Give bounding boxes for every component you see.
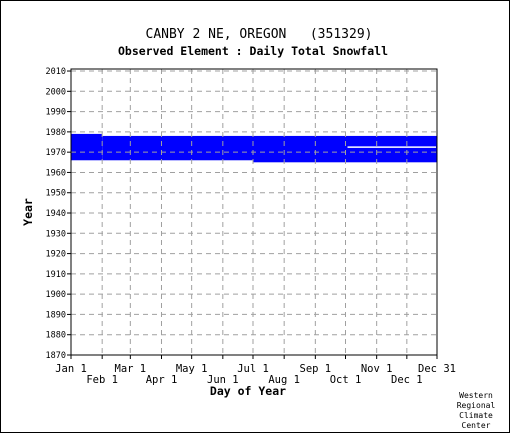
y-axis: 1870 1880 1890 1900 1910 1920 1930 1940 1950 1960… — [46, 67, 71, 361]
x-tick-label: Oct 1 — [330, 374, 362, 386]
coverage-block — [252, 135, 437, 163]
chart-title: CANBY 2 NE, OREGON (351329) — [146, 27, 373, 42]
grid-layer — [71, 69, 437, 355]
credit-line: Center — [462, 421, 491, 430]
coverage-block — [102, 135, 253, 161]
x-tick-label: Aug 1 — [268, 374, 300, 386]
x-tick-label: Feb 1 — [86, 374, 118, 386]
x-tick-label: Mar 1 — [115, 363, 147, 375]
credit-line: Regional — [457, 401, 496, 410]
y-tick-label: 2000 — [46, 87, 66, 97]
y-tick-label: 1910 — [46, 270, 66, 280]
coverage-layer — [71, 133, 437, 163]
x-tick-label: Jan 1 — [55, 363, 87, 375]
y-tick-label: 1900 — [46, 290, 66, 300]
x-tick-label: Dec 31 — [418, 363, 456, 375]
x-axis-label: Day of Year — [210, 384, 286, 398]
x-axis: Jan 1 Mar 1 May 1 Jul 1 Sep 1 Nov 1 Dec 31 Feb … — [55, 355, 456, 386]
y-tick-label: 1940 — [46, 209, 66, 219]
y-tick-label: 1950 — [46, 189, 66, 199]
credit-line: Western — [459, 391, 493, 400]
y-tick-label: 1980 — [46, 128, 66, 138]
credit-line: Climate — [459, 411, 493, 420]
x-tick-label: May 1 — [176, 363, 208, 375]
y-tick-label: 1970 — [46, 148, 66, 158]
y-tick-label: 1870 — [46, 351, 66, 361]
y-tick-label: 1920 — [46, 250, 66, 260]
coverage-block — [71, 133, 103, 161]
chart-subtitle: Observed Element : Daily Total Snowfall — [118, 44, 388, 58]
x-tick-label: Jul 1 — [237, 363, 269, 375]
credit-text: Western Regional Climate Center — [457, 391, 496, 430]
y-tick-label: 1880 — [46, 331, 66, 341]
x-tick-label: Jun 1 — [207, 374, 239, 386]
y-tick-label: 2010 — [46, 67, 66, 77]
y-tick-label: 1930 — [46, 229, 66, 239]
x-tick-label: Apr 1 — [146, 374, 178, 386]
y-tick-label: 1890 — [46, 310, 66, 320]
x-tick-label: Nov 1 — [361, 363, 393, 375]
plot-border — [70, 68, 438, 356]
y-axis-label: Year — [21, 198, 35, 226]
y-tick-label: 1990 — [46, 108, 66, 118]
plot-area — [71, 69, 437, 355]
x-tick-label: Sep 1 — [300, 363, 332, 375]
x-tick-label: Dec 1 — [391, 374, 423, 386]
y-tick-label: 1960 — [46, 168, 66, 178]
